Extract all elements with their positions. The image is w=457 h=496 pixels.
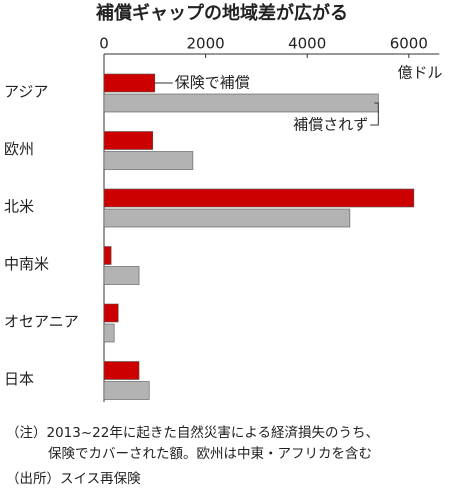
series-label: 補償されず — [293, 116, 368, 134]
bar — [103, 246, 112, 265]
callout-line — [370, 102, 379, 126]
category-label: 中南米 — [4, 255, 49, 273]
note: 保険でカバーされた額。欧州は中東・アフリカを含む — [48, 446, 372, 462]
category-label: 欧州 — [4, 140, 34, 158]
bar — [103, 188, 415, 208]
bar — [103, 208, 351, 228]
category-label: オセアニア — [4, 313, 79, 331]
x-tick-label: 4000 — [288, 35, 326, 53]
series-label: 保険で補償 — [175, 74, 250, 92]
bar — [103, 73, 156, 93]
x-tick-label: 0 — [99, 35, 109, 53]
bar — [103, 303, 119, 323]
x-tick-label: 2000 — [187, 35, 225, 53]
bar — [103, 266, 140, 285]
bar — [103, 151, 194, 170]
bar — [103, 381, 150, 400]
category-label: 日本 — [4, 370, 34, 388]
note: （注）2013~22年に起きた自然災害による経済損失のうち、 — [6, 424, 379, 441]
chart-title: 補償ギャップの地域差が広がる — [95, 2, 348, 24]
category-label: 北米 — [4, 198, 34, 216]
bar — [103, 131, 154, 150]
bar — [103, 361, 140, 380]
category-label: アジア — [4, 83, 48, 101]
unit-label: 億ドル — [397, 64, 442, 82]
source: （出所）スイス再保険 — [6, 471, 141, 487]
bar — [103, 93, 379, 113]
x-tick-label: 6000 — [390, 35, 428, 53]
bar — [103, 323, 115, 343]
